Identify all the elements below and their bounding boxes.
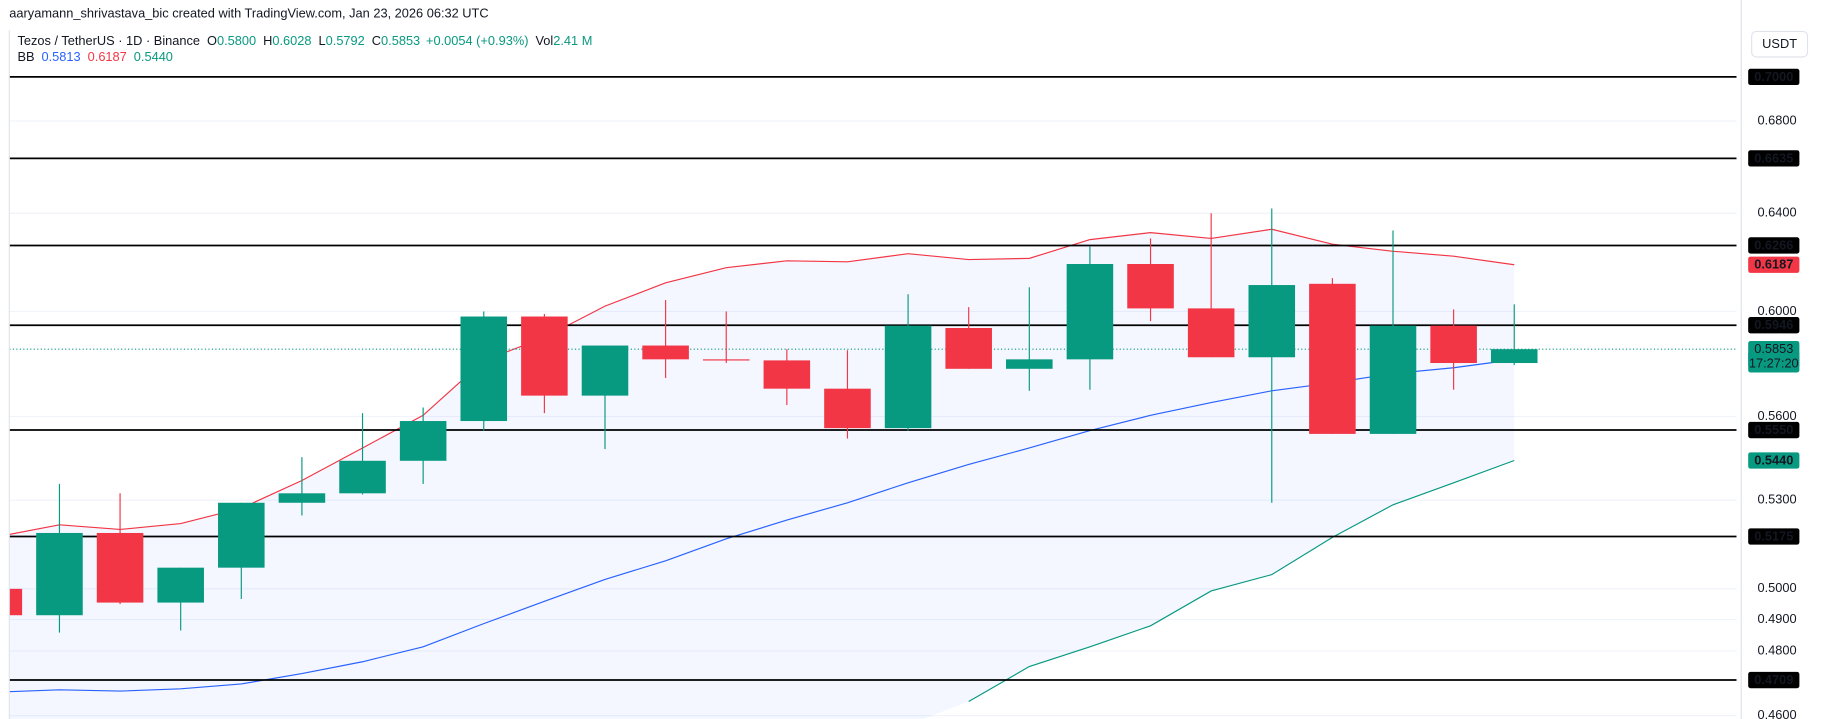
candle-body bbox=[36, 532, 83, 616]
level-badge-label: 0.5175 bbox=[1754, 528, 1793, 543]
candle-body bbox=[1490, 349, 1538, 364]
candle-body bbox=[1066, 264, 1114, 360]
indicator-value: 0.5440 bbox=[134, 50, 173, 65]
candle-body bbox=[884, 325, 932, 429]
level-badge-label: 0.5946 bbox=[1754, 317, 1793, 332]
level-badge-label: 0.6635 bbox=[1754, 150, 1793, 165]
y-tick-label: 0.4800 bbox=[1757, 642, 1796, 657]
candle-body bbox=[702, 359, 750, 361]
candle-body bbox=[1187, 308, 1235, 358]
level-badge bbox=[1748, 421, 1800, 439]
legend-value: 0.5800 bbox=[217, 33, 256, 48]
candle-body bbox=[1006, 359, 1053, 369]
bb-badge bbox=[1748, 452, 1800, 469]
y-tick-label: 0.5000 bbox=[1757, 580, 1796, 595]
candle-body bbox=[642, 345, 689, 360]
legend-key: O bbox=[207, 33, 217, 48]
level-badge-label: 0.7000 bbox=[1754, 69, 1793, 84]
currency-button[interactable] bbox=[1751, 30, 1809, 58]
y-tick-label: 0.6800 bbox=[1757, 112, 1796, 127]
level-badge bbox=[1748, 68, 1800, 86]
indicator-name: BB bbox=[17, 50, 34, 65]
plot-area bbox=[9, 76, 1737, 719]
level-badge bbox=[1748, 528, 1800, 545]
candle-body bbox=[1430, 325, 1477, 364]
band-fill bbox=[9, 229, 1515, 719]
level-badge bbox=[1748, 671, 1800, 689]
candle-body bbox=[96, 532, 144, 603]
candle-body bbox=[1369, 325, 1417, 434]
legend-key: H bbox=[263, 33, 272, 48]
candle-body bbox=[157, 567, 204, 603]
candle-body bbox=[278, 493, 326, 503]
legend-change: +0.0054 (+0.93%) bbox=[426, 33, 528, 48]
y-tick-label: 0.4900 bbox=[1757, 611, 1796, 626]
level-badge bbox=[1748, 237, 1800, 254]
bb-badge bbox=[1748, 256, 1800, 273]
y-tick-label: 0.5600 bbox=[1757, 408, 1796, 423]
y-tick-label: 0.4600 bbox=[1757, 707, 1796, 719]
legend-value: 2.41 M bbox=[553, 33, 592, 48]
candle-body bbox=[1127, 264, 1174, 309]
indicator-value: 0.6187 bbox=[88, 50, 127, 65]
legend-value: 0.6028 bbox=[272, 33, 311, 48]
legend-key: Vol bbox=[535, 33, 553, 48]
bb-badge-label: 0.6187 bbox=[1754, 257, 1793, 272]
candle-body bbox=[581, 345, 629, 396]
level-badge-label: 0.4709 bbox=[1754, 672, 1793, 687]
last-price-badge bbox=[1748, 341, 1800, 373]
indicator-value: 0.5813 bbox=[42, 50, 81, 65]
legend-value: 0.5792 bbox=[326, 33, 365, 48]
candle-body bbox=[218, 502, 265, 568]
level-badge bbox=[1748, 317, 1800, 334]
candle-body bbox=[824, 388, 871, 429]
candle-body bbox=[763, 360, 811, 389]
currency-label[interactable]: USDT bbox=[1762, 36, 1797, 51]
candle-body bbox=[521, 316, 568, 396]
price-axis: 0.6800 0.6400 0.6000 0.5600 0.5300 0.5000 0.49… bbox=[1748, 68, 1800, 719]
legend-value: 0.5853 bbox=[381, 33, 420, 48]
candle-body bbox=[945, 328, 992, 369]
bb-middle-line bbox=[9, 359, 1515, 693]
candle-body bbox=[399, 421, 447, 461]
candle-body bbox=[1309, 283, 1356, 434]
y-tick-label: 0.5300 bbox=[1757, 492, 1796, 507]
attribution: aaryamann_shrivastava_bic created with T… bbox=[9, 5, 488, 20]
bb-badge-label: 0.5440 bbox=[1754, 452, 1793, 467]
legend-key: C bbox=[372, 33, 381, 48]
indicator-legend: BB 0.5813 0.6187 0.5440 bbox=[17, 50, 172, 65]
legend-key: L bbox=[319, 33, 326, 48]
y-tick-label: 0.6000 bbox=[1757, 303, 1796, 318]
last-price-label: 0.5853 bbox=[1754, 341, 1793, 356]
legend-symbol: Tezos / TetherUS · 1D · Binance bbox=[17, 33, 200, 48]
candle-body bbox=[460, 316, 508, 422]
y-tick-label: 0.6400 bbox=[1757, 205, 1796, 220]
candle-body bbox=[1248, 285, 1296, 358]
candle-body bbox=[339, 460, 386, 494]
bb-lower-line bbox=[968, 459, 1515, 703]
level-badge-label: 0.5550 bbox=[1754, 422, 1793, 437]
level-badge bbox=[1748, 150, 1800, 167]
countdown: 17:27:20 bbox=[1749, 356, 1799, 371]
candle-body bbox=[9, 588, 23, 616]
legend: Tezos / TetherUS · 1D · Binance O0.5800 H0… bbox=[17, 33, 592, 48]
level-badge-label: 0.6266 bbox=[1754, 237, 1793, 252]
